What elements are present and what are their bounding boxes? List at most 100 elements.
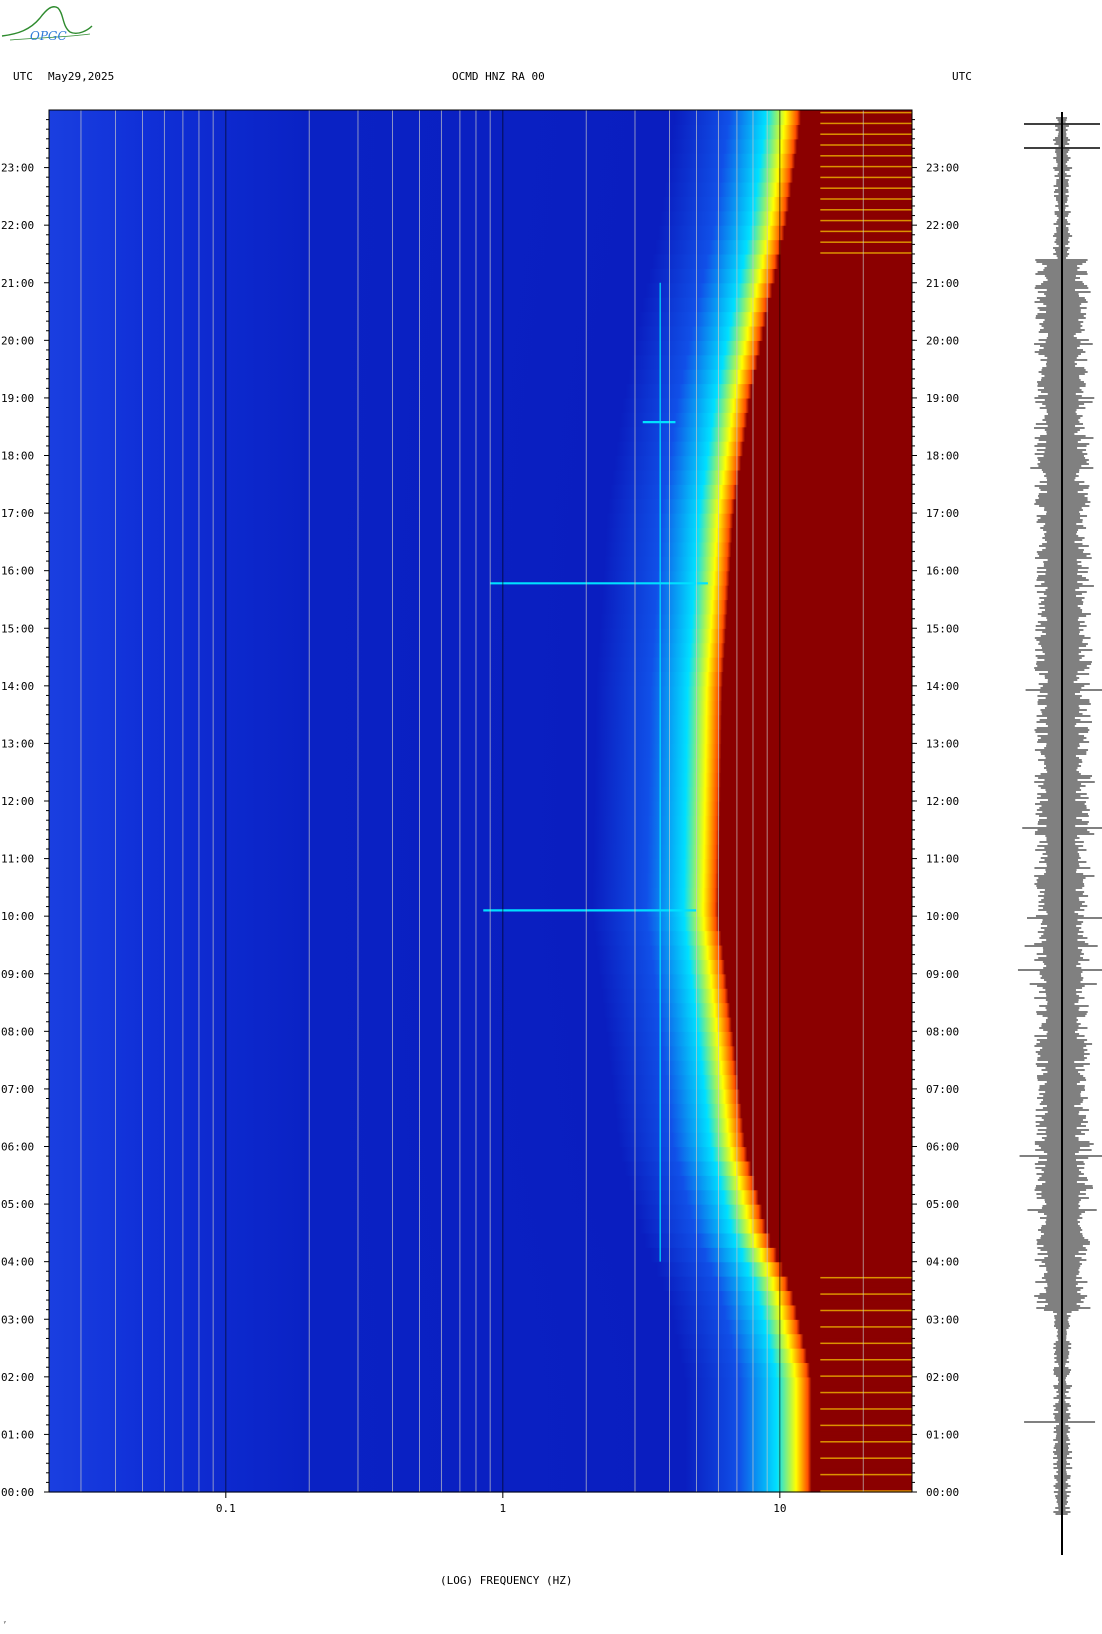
spectrogram-row xyxy=(49,671,912,687)
spectrogram-row xyxy=(49,930,912,946)
y-tick-label-right: 07:00 xyxy=(926,1083,959,1096)
spectrogram-row xyxy=(49,1103,912,1119)
noise-band xyxy=(820,1408,912,1410)
noise-band xyxy=(820,1331,912,1334)
spectrogram-row xyxy=(49,181,912,197)
y-tick-label-left: 14:00 xyxy=(1,680,34,693)
spectrogram-row xyxy=(49,1405,912,1421)
noise-band xyxy=(820,252,912,254)
noise-band xyxy=(820,1391,912,1394)
noise-band xyxy=(820,1375,912,1377)
noise-band xyxy=(820,223,912,225)
spectrogram-row xyxy=(49,657,912,673)
spectrogram-row xyxy=(49,469,912,485)
spectrogram-row xyxy=(49,1117,912,1133)
station-title: OCMD HNZ RA 00 xyxy=(452,70,545,83)
y-tick-label-right: 18:00 xyxy=(926,450,959,463)
spectrogram-row xyxy=(49,239,912,255)
noise-band xyxy=(820,194,912,197)
spectrogram-row xyxy=(49,124,912,140)
spectrogram-row xyxy=(49,599,912,615)
spectrogram-heatmap xyxy=(49,110,912,1493)
noise-band xyxy=(820,187,912,189)
noise-band xyxy=(820,1462,912,1465)
spectrogram-row xyxy=(49,268,912,284)
spectrogram-row xyxy=(49,556,912,572)
spectrogram-row xyxy=(49,613,912,629)
spectrogram-row xyxy=(49,1463,912,1479)
spectrogram-row xyxy=(49,1276,912,1292)
seismogram-trace xyxy=(1017,112,1102,1555)
spectrogram-row xyxy=(49,1160,912,1176)
y-tick-label-right: 04:00 xyxy=(926,1256,959,1269)
opgc-logo-icon: OPGC xyxy=(1,6,93,43)
y-tick-label-right: 00:00 xyxy=(926,1486,959,1499)
y-tick-label-right: 03:00 xyxy=(926,1313,959,1326)
noise-band xyxy=(820,1468,912,1470)
y-tick-label-left: 17:00 xyxy=(1,507,34,520)
y-tick-label-left: 09:00 xyxy=(1,968,34,981)
y-tick-label-right: 20:00 xyxy=(926,334,959,347)
spectrogram-row xyxy=(49,225,912,241)
spectrogram-row xyxy=(49,729,912,745)
spectrogram-row xyxy=(49,1074,912,1090)
noise-band xyxy=(820,1282,912,1284)
utc-label-left: UTC xyxy=(13,70,33,83)
y-tick-label-left: 10:00 xyxy=(1,910,34,923)
spectrogram-row xyxy=(49,944,912,960)
noise-band xyxy=(820,180,912,182)
spectrogram-row xyxy=(49,196,912,212)
y-tick-label-right: 08:00 xyxy=(926,1025,959,1038)
y-tick-label-left: 20:00 xyxy=(1,334,34,347)
noise-band xyxy=(820,115,912,117)
spectrogram-row xyxy=(49,829,912,845)
spectrogram-row xyxy=(49,1232,912,1248)
spectrogram-row xyxy=(49,412,912,428)
spectrogram-row xyxy=(49,1391,912,1407)
noise-band xyxy=(820,234,912,236)
y-tick-label-right: 13:00 xyxy=(926,737,959,750)
x-tick-label: 1 xyxy=(500,1502,507,1515)
noise-band xyxy=(820,1358,912,1361)
footer-mark: ʸ xyxy=(3,1620,7,1627)
spectrogram-row xyxy=(49,110,912,125)
noise-band xyxy=(820,1320,912,1323)
spectrogram-row xyxy=(49,426,912,442)
noise-band xyxy=(820,169,912,171)
spectrogram-row xyxy=(49,642,912,658)
trace-wiggle xyxy=(1017,117,1102,1515)
noise-band xyxy=(820,1479,912,1481)
noise-band xyxy=(820,111,912,114)
spectrogram-row xyxy=(49,297,912,313)
spectrogram-row xyxy=(49,1132,912,1148)
noise-band xyxy=(820,1309,912,1312)
spectrogram-row xyxy=(49,1247,912,1263)
noise-band xyxy=(820,198,912,200)
spectrogram-row xyxy=(49,1060,912,1076)
y-tick-label-right: 14:00 xyxy=(926,680,959,693)
spectrogram-row xyxy=(49,253,912,269)
noise-band xyxy=(820,1315,912,1317)
spectrogram-row xyxy=(49,1175,912,1191)
y-tick-label-right: 10:00 xyxy=(926,910,959,923)
noise-band xyxy=(820,1424,912,1427)
noise-band xyxy=(820,137,912,139)
noise-band xyxy=(820,216,912,218)
spectrogram-row xyxy=(49,167,912,183)
y-tick-label-right: 06:00 xyxy=(926,1141,959,1154)
noise-band xyxy=(820,248,912,251)
y-tick-label-right: 12:00 xyxy=(926,795,959,808)
spectrogram-row xyxy=(49,325,912,341)
spectrogram-row xyxy=(49,757,912,773)
spectrogram-row xyxy=(49,772,912,788)
noise-band xyxy=(820,176,912,179)
noise-band xyxy=(820,1293,912,1295)
noise-band xyxy=(820,1402,912,1405)
noise-band xyxy=(820,1441,912,1443)
noise-band xyxy=(820,183,912,186)
noise-band xyxy=(820,1435,912,1438)
noise-band xyxy=(820,140,912,143)
time-axis: 00:00 00:00 01:00 01:00 02:00 02:00 03:00 03:00… xyxy=(1,119,959,1499)
noise-band xyxy=(820,1490,912,1492)
noise-band xyxy=(820,201,912,204)
